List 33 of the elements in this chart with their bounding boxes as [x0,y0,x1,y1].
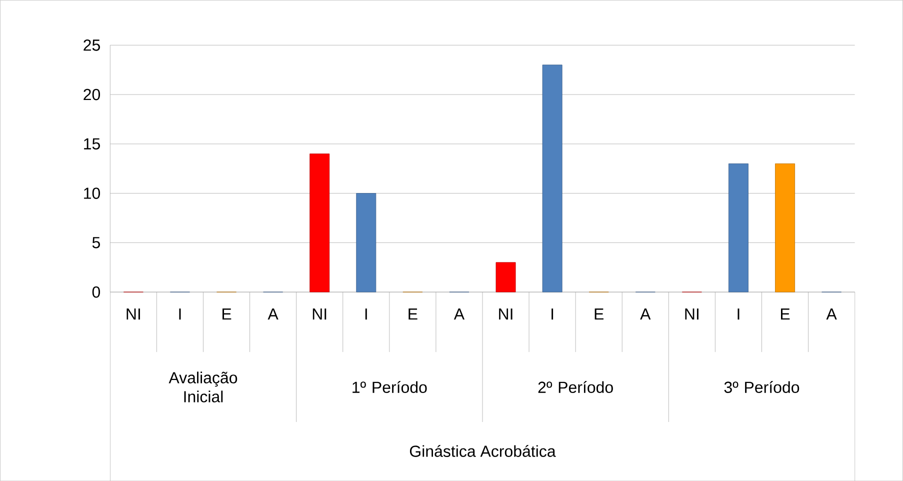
x-tick-label: I [738,308,740,320]
x-tick-label: A [454,308,465,320]
y-tick-label: 15 [84,138,100,150]
bar [728,163,748,292]
x-tick-label: E [408,308,418,320]
x-tick-label: A [268,308,278,320]
y-tick-label: 25 [84,39,100,51]
x-tick-label: I [552,308,554,320]
x-tick-label: A [640,308,651,320]
y-tick-label: 10 [84,188,100,199]
y-tick-label: 5 [92,237,100,248]
bar [775,163,795,292]
text: 3º Período [724,380,800,393]
text: 1º Período [352,380,427,393]
x-tick-label: NI [499,308,512,320]
x-tick-label: I [179,308,181,320]
x-tick-label: NI [126,308,140,320]
x-tick-label: NI [312,308,326,320]
x-tick-label: NI [685,308,698,320]
x-tick-label: E [594,308,604,320]
text: Avaliação Inicial [168,372,238,402]
bar [310,154,330,292]
x-tick-label: I [365,308,367,320]
text: 2º Período [538,380,613,393]
bar [356,193,376,292]
x-tick-label: E [222,308,232,320]
bar [496,262,516,292]
y-tick-label: 20 [84,88,100,100]
bar [542,64,562,292]
x-tick-label: E [780,308,790,320]
text: Ginástica Acrobática [410,444,556,457]
x-tick-label: A [826,308,837,320]
y-tick-label: 0 [92,286,100,298]
